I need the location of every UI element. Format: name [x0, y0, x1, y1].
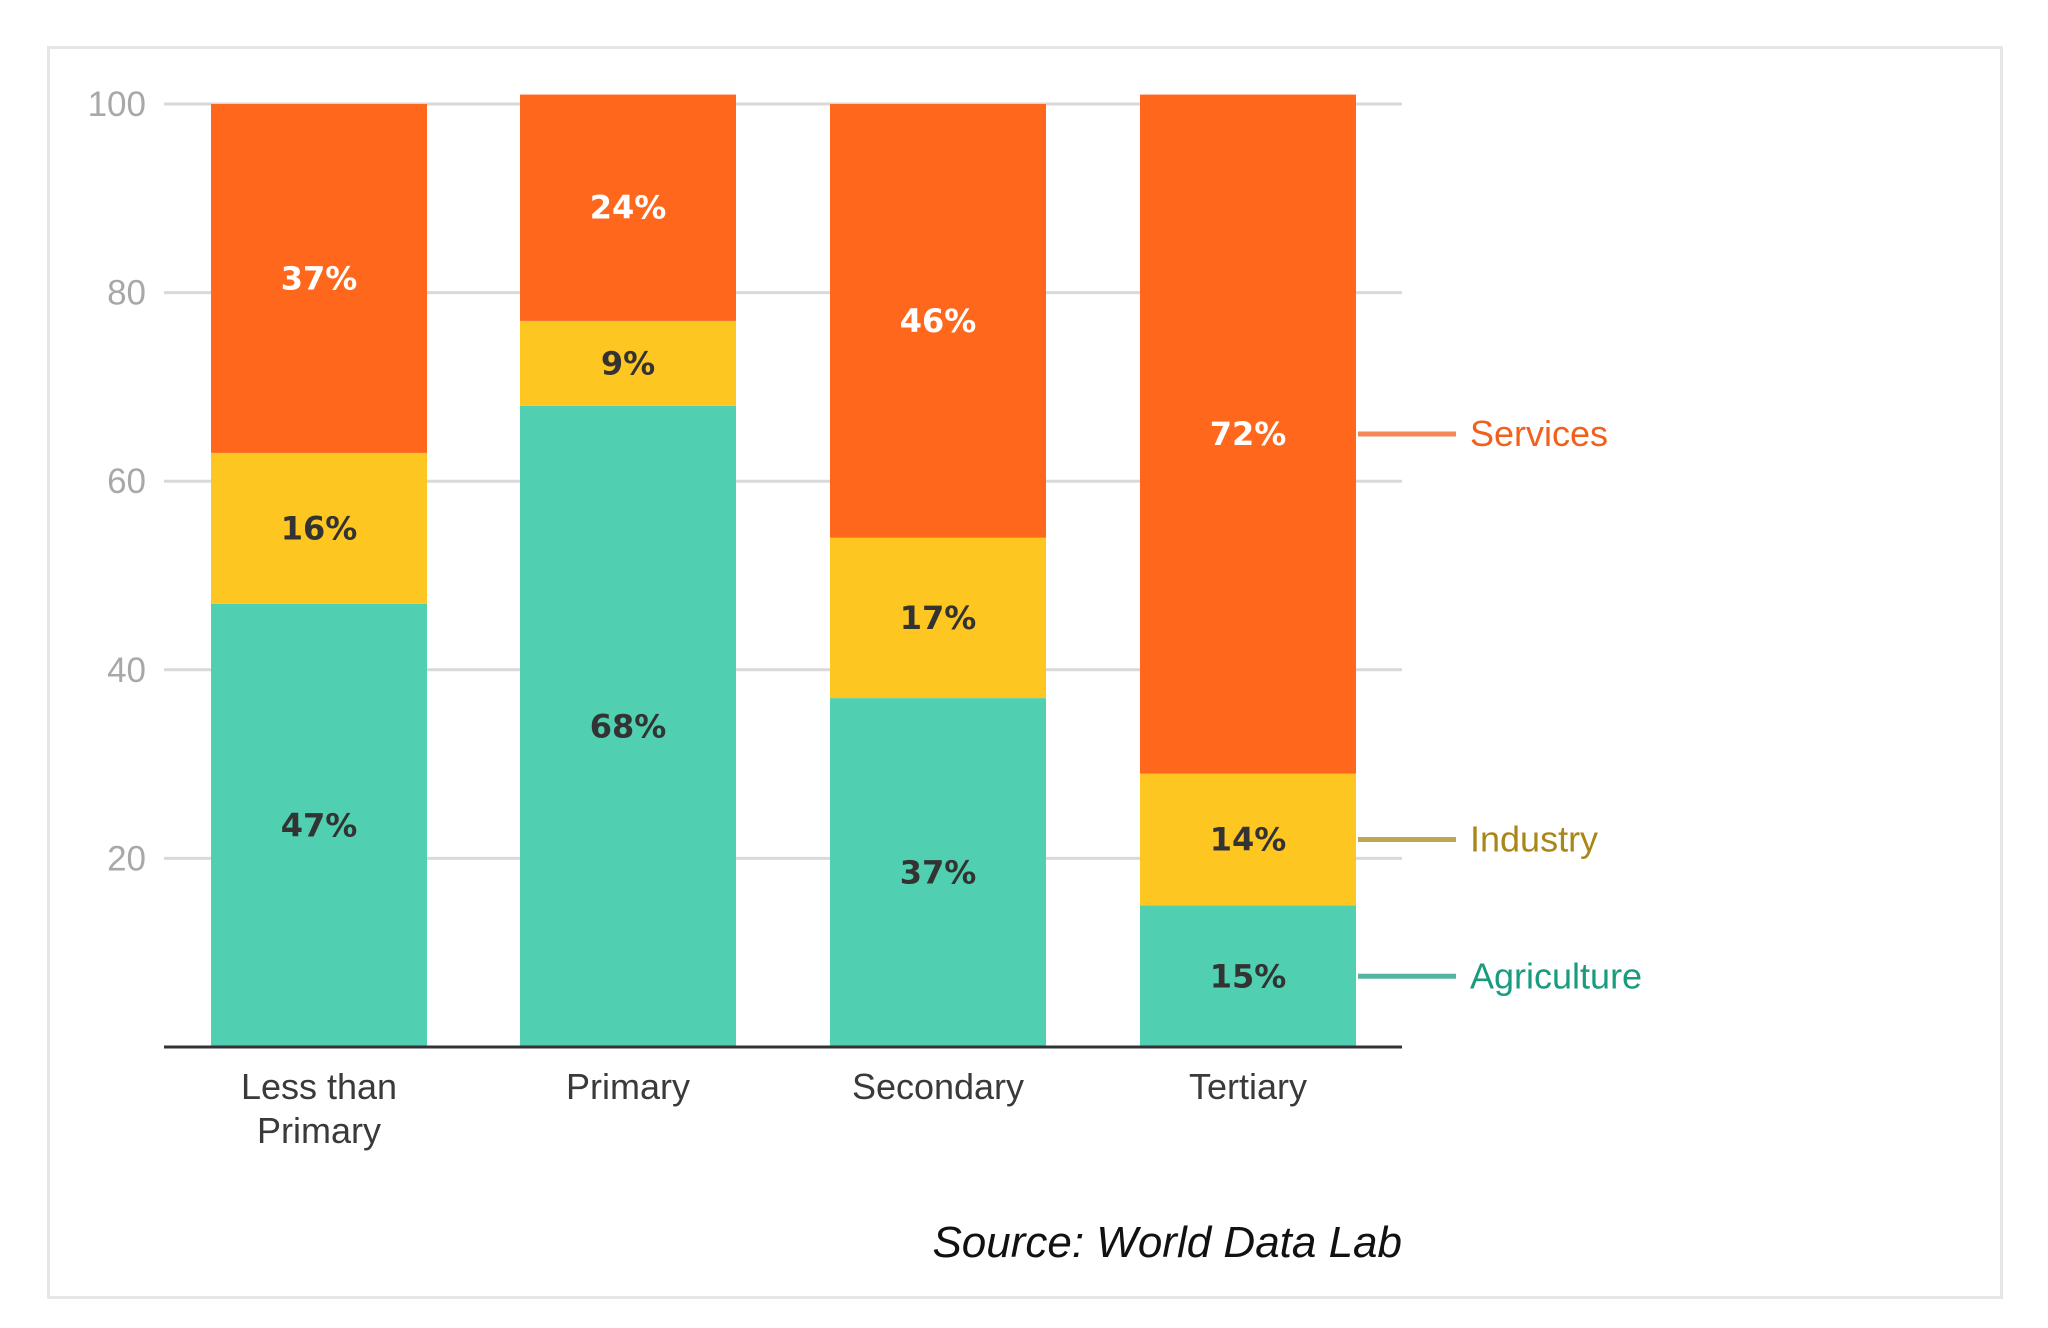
category-label: Less than — [241, 1066, 397, 1107]
bar-segment-services — [1140, 94, 1356, 774]
data-label: 16% — [281, 509, 358, 547]
y-axis-ticks: 20 40 60 80 100 — [88, 85, 146, 878]
y-tick-label: 60 — [107, 462, 146, 501]
data-label: 47% — [281, 806, 358, 844]
data-label: 37% — [900, 854, 977, 892]
data-label: 15% — [1210, 957, 1287, 995]
data-label: 17% — [900, 599, 977, 637]
bar-segment-services — [830, 104, 1046, 538]
y-tick-label: 100 — [88, 85, 146, 124]
legend-label-industry: Industry — [1470, 819, 1598, 860]
legend: Agriculture Industry Services — [1358, 413, 1642, 996]
bar-segment-agriculture — [211, 603, 427, 1047]
category-label: Secondary — [852, 1066, 1024, 1107]
y-tick-label: 20 — [107, 839, 146, 878]
category-label: Primary — [566, 1066, 690, 1107]
data-label: 9% — [601, 344, 655, 382]
bar-segment-services — [211, 104, 427, 453]
data-label: 14% — [1210, 821, 1287, 859]
bar-segment-industry — [211, 452, 427, 604]
source-label: Source: World Data Lab — [932, 1218, 1402, 1267]
y-tick-label: 40 — [107, 651, 146, 690]
legend-label-agriculture: Agriculture — [1470, 955, 1642, 996]
bar-segment-agriculture — [1140, 905, 1356, 1047]
bar-segment-industry — [520, 320, 736, 406]
y-tick-label: 80 — [107, 274, 146, 313]
data-label: 37% — [281, 259, 358, 297]
legend-label-services: Services — [1470, 413, 1608, 454]
bar-segment-services — [520, 94, 736, 321]
data-label: 68% — [590, 707, 667, 745]
data-label: 24% — [590, 189, 667, 227]
data-labels: 47% 16% 37% 68% 9% 24% 37% 17% 46% 15% 14% 72% — [281, 189, 1287, 996]
bar-segment-agriculture — [520, 405, 736, 1047]
data-label: 72% — [1210, 415, 1287, 453]
data-label: 46% — [900, 302, 977, 340]
bar-segment-industry — [830, 537, 1046, 699]
category-label: Tertiary — [1189, 1066, 1307, 1107]
bar-segment-agriculture — [830, 698, 1046, 1047]
category-label: Primary — [257, 1110, 381, 1151]
bars — [211, 94, 1356, 1047]
bar-segment-industry — [1140, 773, 1356, 906]
